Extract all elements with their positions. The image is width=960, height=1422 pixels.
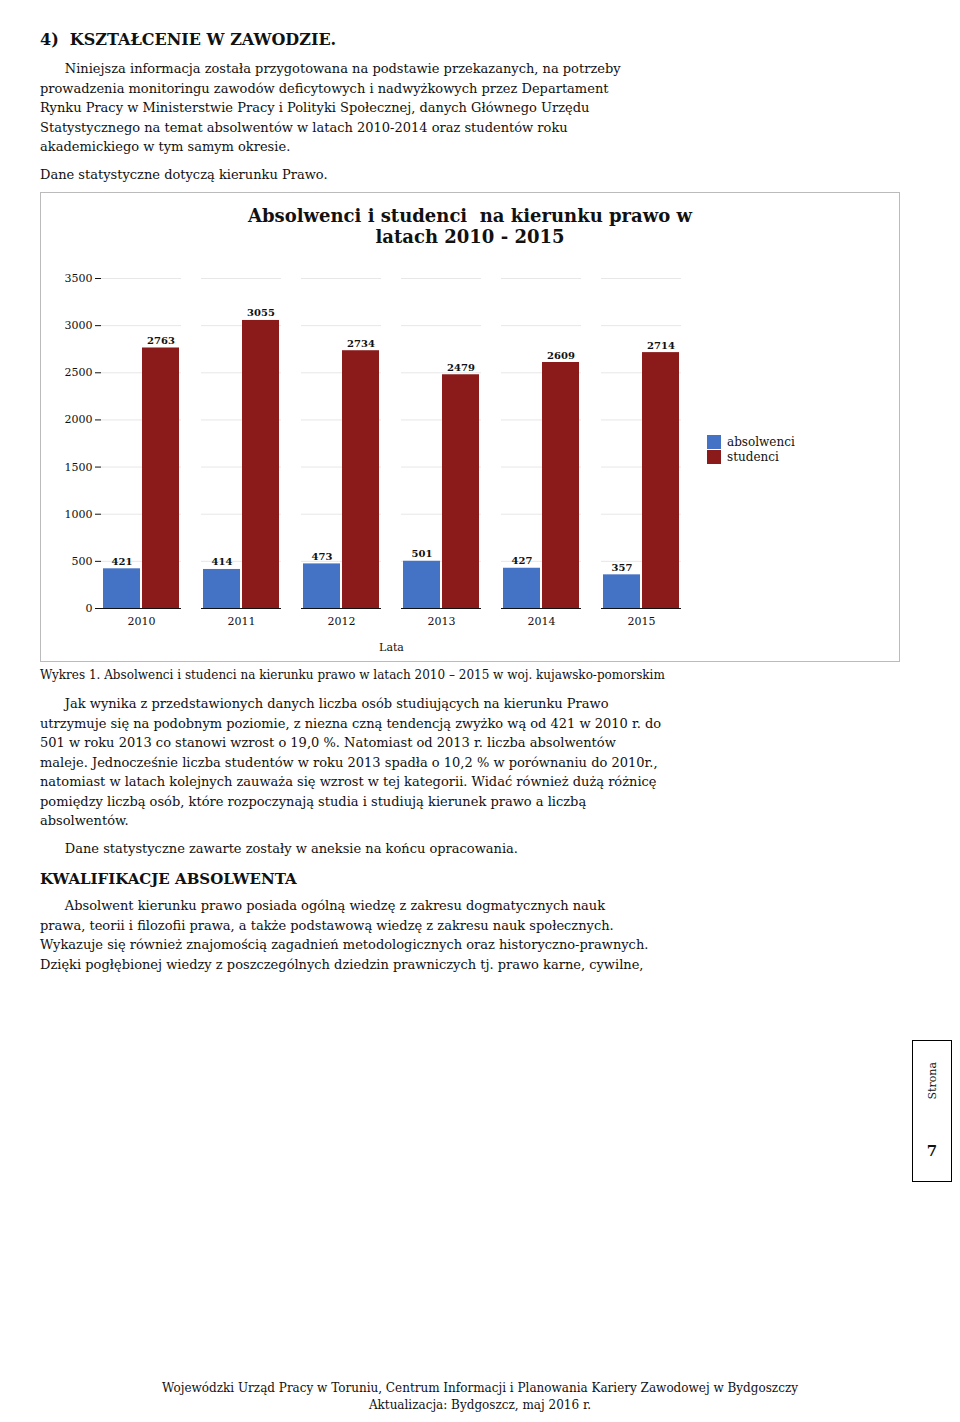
- svg-text:2015: 2015: [628, 615, 656, 628]
- html-text:Strona: Strona: [925, 1062, 939, 1100]
- svg-text:0: 0: [86, 602, 93, 615]
- svg-text:357: 357: [612, 562, 633, 573]
- html-text:Dane statystyczne dotyczą kier: Dane statystyczne dotyczą kierunku Prawo…: [40, 166, 328, 182]
- svg-text:Lata: Lata: [379, 641, 404, 654]
- html-text:KWALIFIKACJE ABSOLWENTA: KWALIFIKACJE ABSOLWENTA: [40, 870, 297, 888]
- svg-text:2013: 2013: [428, 615, 456, 628]
- svg-text:500: 500: [72, 555, 93, 568]
- svg-text:3000: 3000: [65, 319, 93, 332]
- html-text:7: 7: [926, 1141, 938, 1160]
- svg-text:2010: 2010: [128, 615, 156, 628]
- svg-text:2000: 2000: [65, 413, 93, 426]
- html-text:4) KSZTAŁCENIE W ZAWODZIE.: 4) KSZTAŁCENIE W ZAWODZIE.: [40, 30, 337, 49]
- svg-text:427: 427: [512, 555, 533, 566]
- svg-text:2734: 2734: [347, 338, 375, 349]
- html-text:Absolwent kierunku prawo posia: Absolwent kierunku prawo posiada ogólną …: [40, 898, 649, 972]
- html-text:Wykres 1. Absolwenci i studenc: Wykres 1. Absolwenci i studenci na kieru…: [40, 668, 665, 682]
- svg-text:2609: 2609: [547, 350, 575, 361]
- svg-text:421: 421: [112, 556, 133, 567]
- html-text:Wojewódzki Urząd Pracy w Torun: Wojewódzki Urząd Pracy w Toruniu, Centru…: [162, 1381, 798, 1413]
- html-text:studenci: studenci: [727, 450, 779, 464]
- svg-text:2014: 2014: [528, 615, 556, 628]
- svg-text:1500: 1500: [65, 461, 93, 474]
- svg-text:2500: 2500: [65, 366, 93, 379]
- svg-text:3055: 3055: [247, 307, 275, 318]
- svg-text:2012: 2012: [328, 615, 356, 628]
- svg-text:473: 473: [312, 551, 333, 562]
- html-text:Niniejsza informacja została p: Niniejsza informacja została przygotowan…: [40, 61, 621, 154]
- svg-text:2479: 2479: [447, 362, 475, 373]
- html-text:Absolwenci i studenci na kieru: Absolwenci i studenci na kierunku prawo …: [248, 205, 692, 247]
- svg-text:1000: 1000: [65, 508, 93, 521]
- html-text:absolwenci: absolwenci: [727, 435, 795, 449]
- svg-text:2763: 2763: [147, 335, 175, 346]
- svg-text:2011: 2011: [228, 615, 256, 628]
- svg-text:414: 414: [212, 556, 233, 567]
- html-text:Dane statystyczne zawarte zost: Dane statystyczne zawarte zostały w anek…: [40, 840, 518, 856]
- svg-text:2714: 2714: [647, 340, 675, 351]
- html-text:Jak wynika z przedstawionych d: Jak wynika z przedstawionych danych licz…: [40, 696, 662, 828]
- svg-text:501: 501: [412, 548, 433, 559]
- svg-text:3500: 3500: [65, 272, 93, 285]
